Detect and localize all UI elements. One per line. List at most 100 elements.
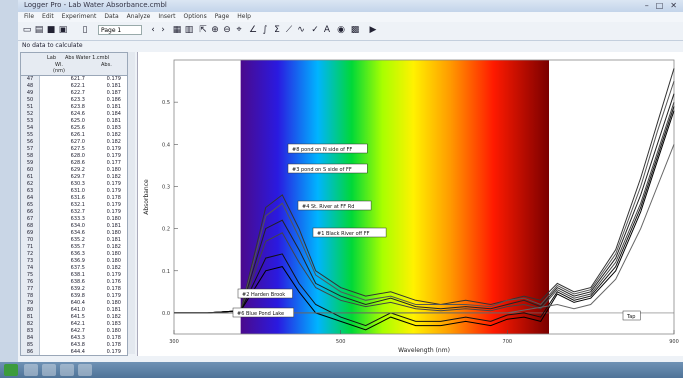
examine-icon[interactable]: ⌖ (236, 25, 242, 35)
menu-file[interactable]: File (24, 13, 35, 20)
cell-wavelength[interactable]: 639.2 (70, 286, 85, 292)
row-number[interactable]: 74 (21, 265, 40, 272)
linear-fit-icon[interactable]: ⟋ (285, 25, 293, 35)
row-number[interactable]: 63 (21, 188, 40, 195)
cell-wavelength[interactable]: 630.3 (70, 181, 85, 187)
cell-absorbance[interactable]: 0.178 (106, 335, 121, 341)
cell-wavelength[interactable]: 627.0 (70, 139, 85, 145)
column-header-x[interactable]: Wl. (55, 62, 63, 68)
table-row[interactable]: 61 629.7 0.182 (21, 174, 127, 181)
series-line[interactable] (174, 102, 675, 314)
page-icon[interactable]: ▯ (82, 25, 88, 35)
series-line[interactable] (174, 110, 675, 331)
cell-absorbance[interactable]: 0.180 (106, 258, 121, 264)
cell-absorbance[interactable]: 0.181 (106, 223, 121, 229)
cell-absorbance[interactable]: 0.179 (106, 293, 121, 299)
cell-wavelength[interactable]: 634.0 (70, 223, 85, 229)
row-number[interactable]: 56 (21, 139, 40, 146)
cell-absorbance[interactable]: 0.180 (106, 230, 121, 236)
cell-absorbance[interactable]: 0.180 (106, 251, 121, 257)
cell-wavelength[interactable]: 635.2 (70, 237, 85, 243)
table-row[interactable]: 83 642.7 0.180 (21, 328, 127, 335)
menu-help[interactable]: Help (237, 13, 251, 20)
cell-wavelength[interactable]: 641.5 (70, 314, 85, 320)
cell-absorbance[interactable]: 0.179 (106, 209, 121, 215)
cell-absorbance[interactable]: 0.179 (106, 76, 121, 82)
start-icon[interactable] (4, 364, 18, 376)
cell-absorbance[interactable]: 0.180 (106, 216, 121, 222)
table-row[interactable]: 77 639.2 0.178 (21, 286, 127, 293)
table-row[interactable]: 55 626.1 0.182 (21, 132, 127, 139)
cell-wavelength[interactable]: 642.1 (70, 321, 85, 327)
series-label-box[interactable] (312, 227, 387, 238)
cell-absorbance[interactable]: 0.182 (106, 139, 121, 145)
close-button[interactable]: ✕ (670, 1, 677, 10)
row-number[interactable]: 50 (21, 97, 40, 104)
row-number[interactable]: 66 (21, 209, 40, 216)
row-number[interactable]: 84 (21, 335, 40, 342)
taskbar-app-icon[interactable] (24, 364, 38, 376)
cell-absorbance[interactable]: 0.182 (106, 265, 121, 271)
row-number[interactable]: 83 (21, 328, 40, 335)
row-number[interactable]: 62 (21, 181, 40, 188)
cell-absorbance[interactable]: 0.184 (106, 111, 121, 117)
cell-absorbance[interactable]: 0.178 (106, 195, 121, 201)
cell-wavelength[interactable]: 641.0 (70, 307, 85, 313)
table-row[interactable]: 76 638.6 0.176 (21, 279, 127, 286)
cell-absorbance[interactable]: 0.178 (106, 286, 121, 292)
row-number[interactable]: 47 (21, 76, 40, 83)
row-number[interactable]: 51 (21, 104, 40, 111)
new-file-icon[interactable]: ▭ (22, 25, 32, 35)
cell-absorbance[interactable]: 0.183 (106, 125, 121, 131)
row-number[interactable]: 69 (21, 230, 40, 237)
page-select[interactable]: Page 1 (98, 25, 142, 35)
cell-absorbance[interactable]: 0.179 (106, 349, 121, 355)
series-label-box[interactable] (297, 200, 372, 211)
cell-absorbance[interactable]: 0.181 (106, 104, 121, 110)
table-row[interactable]: 59 628.6 0.177 (21, 160, 127, 167)
table-row[interactable]: 85 643.8 0.178 (21, 342, 127, 349)
cell-wavelength[interactable]: 623.3 (70, 97, 85, 103)
series-line[interactable] (174, 106, 675, 327)
cell-wavelength[interactable]: 622.7 (70, 90, 85, 96)
text-annotation-icon[interactable]: A (323, 25, 331, 35)
table-row[interactable]: 81 641.5 0.182 (21, 314, 127, 321)
cell-wavelength[interactable]: 624.6 (70, 111, 85, 117)
series-label-box[interactable] (622, 310, 641, 321)
cell-wavelength[interactable]: 627.5 (70, 146, 85, 152)
cell-wavelength[interactable]: 626.1 (70, 132, 85, 138)
series-label-box[interactable] (287, 163, 368, 174)
row-number[interactable]: 59 (21, 160, 40, 167)
row-number[interactable]: 60 (21, 167, 40, 174)
menu-insert[interactable]: Insert (158, 13, 176, 20)
cell-wavelength[interactable]: 629.2 (70, 167, 85, 173)
series-label-box[interactable] (237, 288, 293, 299)
row-number[interactable]: 49 (21, 90, 40, 97)
cell-wavelength[interactable]: 640.4 (70, 300, 85, 306)
cell-absorbance[interactable]: 0.179 (106, 146, 121, 152)
cell-absorbance[interactable]: 0.177 (106, 160, 121, 166)
print-icon[interactable]: ▣ (58, 25, 68, 35)
row-number[interactable]: 54 (21, 125, 40, 132)
cell-wavelength[interactable]: 643.3 (70, 335, 85, 341)
table-row[interactable]: 62 630.3 0.179 (21, 181, 127, 188)
table-row[interactable]: 58 628.0 0.179 (21, 153, 127, 160)
table-row[interactable]: 47 621.7 0.179 (21, 76, 127, 83)
table-row[interactable]: 74 637.5 0.182 (21, 265, 127, 272)
table-row[interactable]: 64 631.6 0.178 (21, 195, 127, 202)
row-number[interactable]: 79 (21, 300, 40, 307)
cell-wavelength[interactable]: 629.7 (70, 174, 85, 180)
cell-wavelength[interactable]: 628.0 (70, 153, 85, 159)
row-number[interactable]: 75 (21, 272, 40, 279)
cell-absorbance[interactable]: 0.179 (106, 188, 121, 194)
row-number[interactable]: 68 (21, 223, 40, 230)
table-row[interactable]: 52 624.6 0.184 (21, 111, 127, 118)
open-folder-icon[interactable]: ▤ (34, 25, 44, 35)
cell-absorbance[interactable]: 0.176 (106, 279, 121, 285)
row-number[interactable]: 55 (21, 132, 40, 139)
series-label-box[interactable] (232, 307, 294, 318)
cell-absorbance[interactable]: 0.180 (106, 300, 121, 306)
table-row[interactable]: 73 636.9 0.180 (21, 258, 127, 265)
table-row[interactable]: 67 633.3 0.180 (21, 216, 127, 223)
save-icon[interactable]: ■ (46, 25, 56, 35)
